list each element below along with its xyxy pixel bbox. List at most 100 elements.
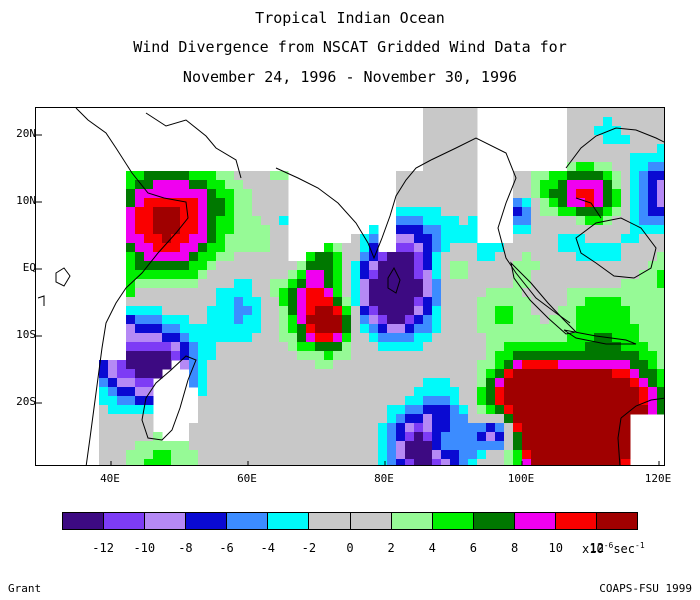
field-cell bbox=[270, 342, 280, 352]
field-cell bbox=[288, 342, 298, 352]
field-cell bbox=[648, 288, 658, 298]
field-cell bbox=[99, 414, 109, 424]
field-cell bbox=[504, 369, 514, 379]
field-cell bbox=[585, 189, 595, 199]
field-cell bbox=[423, 360, 433, 370]
field-cell bbox=[351, 261, 361, 271]
field-cell bbox=[612, 423, 622, 433]
field-cell bbox=[306, 423, 316, 433]
field-cell bbox=[630, 306, 640, 316]
field-cell bbox=[621, 180, 631, 190]
field-cell bbox=[414, 279, 424, 289]
field-cell bbox=[225, 378, 235, 388]
field-cell bbox=[657, 126, 664, 136]
field-cell bbox=[261, 405, 271, 415]
field-cell bbox=[243, 450, 253, 460]
field-cell bbox=[207, 198, 217, 208]
field-cell bbox=[513, 171, 523, 181]
field-cell bbox=[207, 207, 217, 217]
field-cell bbox=[423, 180, 433, 190]
field-cell bbox=[558, 261, 568, 271]
field-cell bbox=[468, 315, 478, 325]
field-cell bbox=[576, 315, 586, 325]
field-cell bbox=[603, 324, 613, 334]
field-cell bbox=[369, 405, 379, 415]
coastlines bbox=[37, 108, 664, 465]
field-cell bbox=[324, 243, 334, 253]
field-cell bbox=[441, 351, 451, 361]
field-cell bbox=[540, 414, 550, 424]
field-cell bbox=[126, 450, 136, 460]
field-cell bbox=[486, 378, 496, 388]
field-cell bbox=[216, 351, 226, 361]
field-cell bbox=[495, 414, 505, 424]
field-cell bbox=[513, 243, 523, 253]
field-cell bbox=[594, 135, 604, 145]
field-cell bbox=[468, 270, 478, 280]
field-cell bbox=[594, 198, 604, 208]
field-cell bbox=[468, 333, 478, 343]
field-cell bbox=[135, 243, 145, 253]
field-cell bbox=[234, 324, 244, 334]
field-cell bbox=[261, 171, 271, 181]
field-cell bbox=[252, 378, 262, 388]
field-cell bbox=[522, 333, 532, 343]
field-cell bbox=[378, 279, 388, 289]
field-cell bbox=[594, 342, 604, 352]
field-cell bbox=[504, 405, 514, 415]
field-cell bbox=[333, 288, 343, 298]
field-cell bbox=[648, 351, 658, 361]
field-cell bbox=[279, 315, 289, 325]
field-cell bbox=[648, 207, 658, 217]
field-cell bbox=[432, 162, 442, 172]
field-cell bbox=[297, 360, 307, 370]
field-cell bbox=[153, 225, 163, 235]
field-cell bbox=[450, 459, 460, 465]
field-cell bbox=[414, 351, 424, 361]
field-cell bbox=[432, 216, 442, 226]
field-cell bbox=[171, 324, 181, 334]
field-cell bbox=[639, 342, 649, 352]
field-cell bbox=[639, 162, 649, 172]
field-cell bbox=[459, 405, 469, 415]
field-cell bbox=[270, 315, 280, 325]
field-cell bbox=[639, 180, 649, 190]
field-cell bbox=[162, 198, 172, 208]
field-cell bbox=[198, 405, 208, 415]
field-cell bbox=[315, 324, 325, 334]
field-cell bbox=[567, 144, 577, 154]
field-cell bbox=[423, 270, 433, 280]
field-cell bbox=[423, 333, 433, 343]
field-cell bbox=[441, 207, 451, 217]
field-cell bbox=[513, 189, 523, 199]
field-cell bbox=[288, 315, 298, 325]
field-cell bbox=[225, 279, 235, 289]
field-cell bbox=[657, 315, 664, 325]
field-cell bbox=[450, 405, 460, 415]
field-cell bbox=[504, 243, 514, 253]
field-cell bbox=[324, 342, 334, 352]
field-cell bbox=[603, 315, 613, 325]
field-cell bbox=[603, 279, 613, 289]
field-cell bbox=[459, 135, 469, 145]
field-cell bbox=[243, 243, 253, 253]
field-cell bbox=[225, 216, 235, 226]
field-cell bbox=[657, 261, 664, 271]
field-cell bbox=[459, 189, 469, 199]
field-cell bbox=[549, 387, 559, 397]
field-cell bbox=[423, 216, 433, 226]
title-line-2: Wind Divergence from NSCAT Gridded Wind … bbox=[133, 38, 567, 56]
field-cell bbox=[207, 459, 217, 465]
field-cell bbox=[180, 360, 190, 370]
field-cell bbox=[639, 144, 649, 154]
field-cell bbox=[450, 252, 460, 262]
field-cell bbox=[459, 108, 469, 118]
field-cell bbox=[540, 315, 550, 325]
field-cell bbox=[648, 324, 658, 334]
field-cell bbox=[558, 207, 568, 217]
field-cell bbox=[315, 315, 325, 325]
field-cell bbox=[270, 216, 280, 226]
field-cell bbox=[306, 360, 316, 370]
field-cell bbox=[135, 324, 145, 334]
field-cell bbox=[621, 108, 631, 118]
